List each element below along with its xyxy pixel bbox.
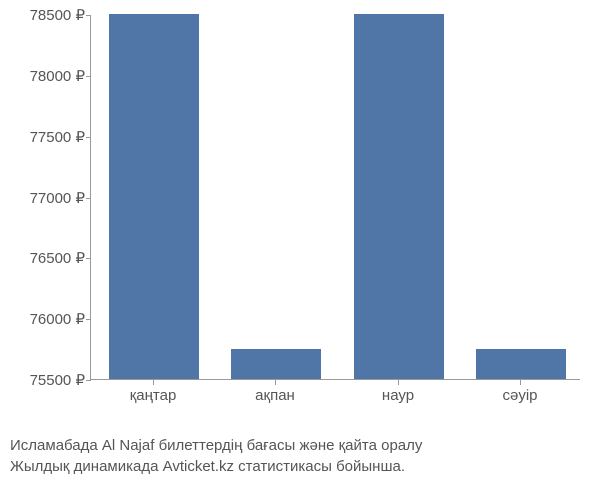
plot-area: [90, 15, 580, 380]
x-tick-mark: [275, 380, 276, 385]
x-tick-mark: [398, 380, 399, 385]
caption-line-2: Жылдық динамикада Avticket.kz статистика…: [10, 456, 422, 477]
x-axis-label: сәуір: [502, 387, 537, 404]
y-axis-label: 76500 ₽: [30, 249, 85, 267]
x-tick-mark: [520, 380, 521, 385]
y-tick-mark: [86, 319, 91, 320]
x-axis-label: наур: [382, 387, 414, 404]
y-tick-mark: [86, 380, 91, 381]
y-tick-mark: [86, 198, 91, 199]
x-axis-label: ақпан: [255, 387, 295, 404]
x-axis-label: қаңтар: [130, 387, 177, 404]
bar: [354, 14, 444, 379]
chart-caption: Исламабада Al Najaf билеттердің бағасы ж…: [10, 435, 422, 477]
y-tick-mark: [86, 76, 91, 77]
bar: [476, 349, 566, 379]
y-axis-label: 77000 ₽: [30, 189, 85, 207]
bar: [231, 349, 321, 379]
y-axis-label: 77500 ₽: [30, 128, 85, 146]
bar: [109, 14, 199, 379]
caption-line-1: Исламабада Al Najaf билеттердің бағасы ж…: [10, 435, 422, 456]
y-axis-label: 78500 ₽: [30, 6, 85, 24]
x-tick-mark: [153, 380, 154, 385]
y-axis-label: 75500 ₽: [30, 371, 85, 389]
y-tick-mark: [86, 258, 91, 259]
bar-chart: 75500 ₽76000 ₽76500 ₽77000 ₽77500 ₽78000…: [90, 15, 580, 410]
y-axis-label: 76000 ₽: [30, 310, 85, 328]
y-tick-mark: [86, 15, 91, 16]
y-tick-mark: [86, 137, 91, 138]
y-axis-label: 78000 ₽: [30, 67, 85, 85]
